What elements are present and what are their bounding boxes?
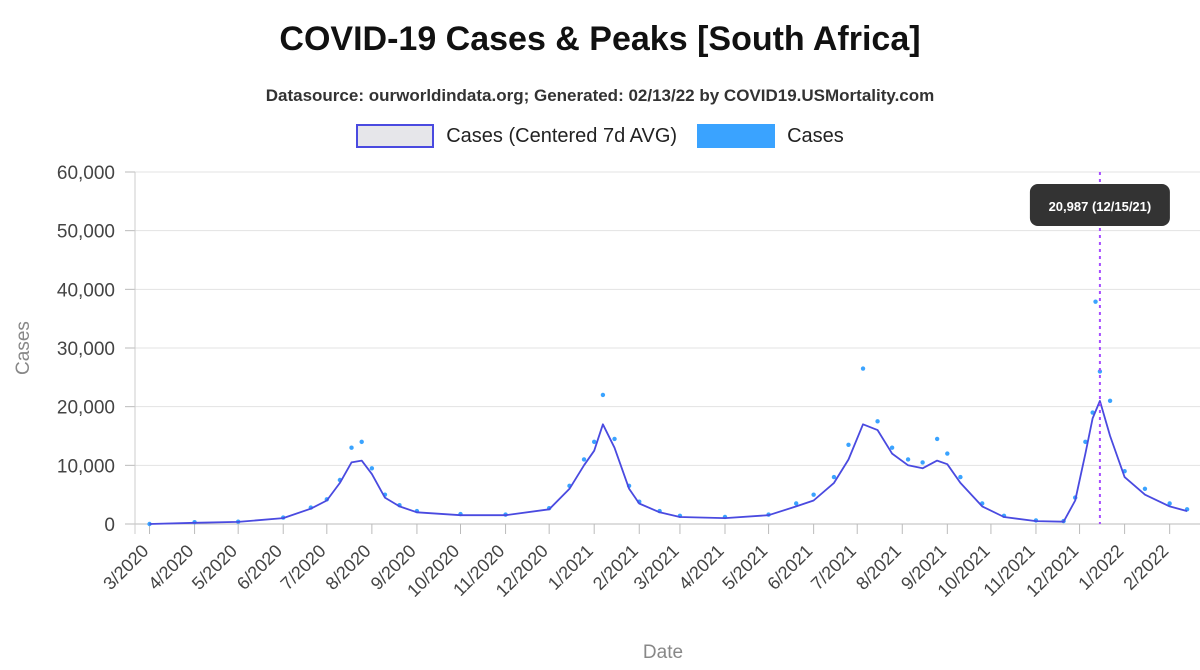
legend-item-cases[interactable]: Cases (697, 124, 844, 148)
cases-point (349, 445, 354, 450)
x-tick-label: 6/2021 (763, 541, 816, 594)
cases-point (1093, 299, 1098, 304)
x-tick-label: 7/2021 (807, 541, 860, 594)
x-tick-label: 5/2021 (718, 541, 771, 594)
cases-point (945, 451, 950, 456)
cases-point (793, 501, 799, 506)
legend-label-cases: Cases (787, 124, 844, 147)
cases-point (934, 436, 940, 442)
x-tick-label: 3/2021 (630, 541, 683, 594)
x-tick-label: 2/2022 (1119, 541, 1172, 594)
y-tick-label: 0 (104, 515, 115, 536)
cases-point (875, 419, 880, 424)
y-tick-label: 40,000 (57, 280, 115, 301)
x-tick-label: 8/2021 (852, 541, 905, 594)
cases-point (592, 439, 597, 445)
cases-point (581, 457, 587, 462)
cases-point (1167, 501, 1172, 506)
x-tick-label: 3/2020 (99, 541, 152, 594)
cases-point (860, 366, 866, 371)
cases-point (889, 445, 895, 450)
x-tick-label: 6/2020 (233, 541, 286, 594)
x-tick-label: 2/2021 (589, 541, 642, 594)
cases-point (1083, 439, 1088, 445)
cases-point (846, 442, 851, 447)
y-tick-label: 60,000 (57, 163, 115, 184)
cases-point (1142, 486, 1148, 491)
peak-tooltip-label: 20,987 (12/15/21) (1049, 199, 1152, 214)
x-tick-label: 1/2022 (1074, 541, 1127, 594)
chart-subtitle: Datasource: ourworldindata.org; Generate… (265, 86, 935, 105)
y-tick-label: 20,000 (57, 398, 115, 419)
x-tick-label: 8/2020 (322, 541, 375, 594)
x-tick-label: 7/2020 (277, 541, 330, 594)
cases-point (958, 474, 963, 480)
cases-point (612, 436, 617, 442)
peak-tooltip-box (1029, 184, 1170, 226)
x-tick-label: 5/2020 (188, 541, 241, 594)
cases-point (1097, 369, 1103, 374)
legend-swatch-cases (697, 124, 776, 148)
x-axis-title: Date (643, 642, 683, 663)
avg-line (149, 400, 1188, 525)
chart-legend: Cases (Centered 7d AVG) Cases (0, 124, 1200, 148)
cases-point (1107, 398, 1113, 403)
cases-point (369, 466, 375, 471)
legend-swatch-avg (356, 124, 435, 148)
legend-label-avg: Cases (Centered 7d AVG) (446, 124, 678, 147)
legend-item-avg[interactable]: Cases (Centered 7d AVG) (356, 124, 677, 148)
x-tick-label: 1/2021 (544, 541, 597, 594)
cases-point (811, 492, 816, 497)
cases-point (600, 392, 606, 398)
y-tick-label: 50,000 (57, 222, 115, 243)
y-tick-label: 30,000 (57, 339, 115, 360)
cases-point (920, 460, 925, 465)
y-axis-title: Cases (13, 321, 34, 375)
cases-point (359, 439, 364, 445)
cases-point (905, 457, 911, 462)
y-tick-label: 10,000 (57, 456, 115, 477)
x-tick-label: 4/2021 (675, 541, 728, 594)
x-tick-label: 4/2020 (144, 541, 197, 594)
cases-point (831, 474, 837, 480)
chart-title: COVID-19 Cases & Peaks [South Africa] (279, 20, 921, 58)
